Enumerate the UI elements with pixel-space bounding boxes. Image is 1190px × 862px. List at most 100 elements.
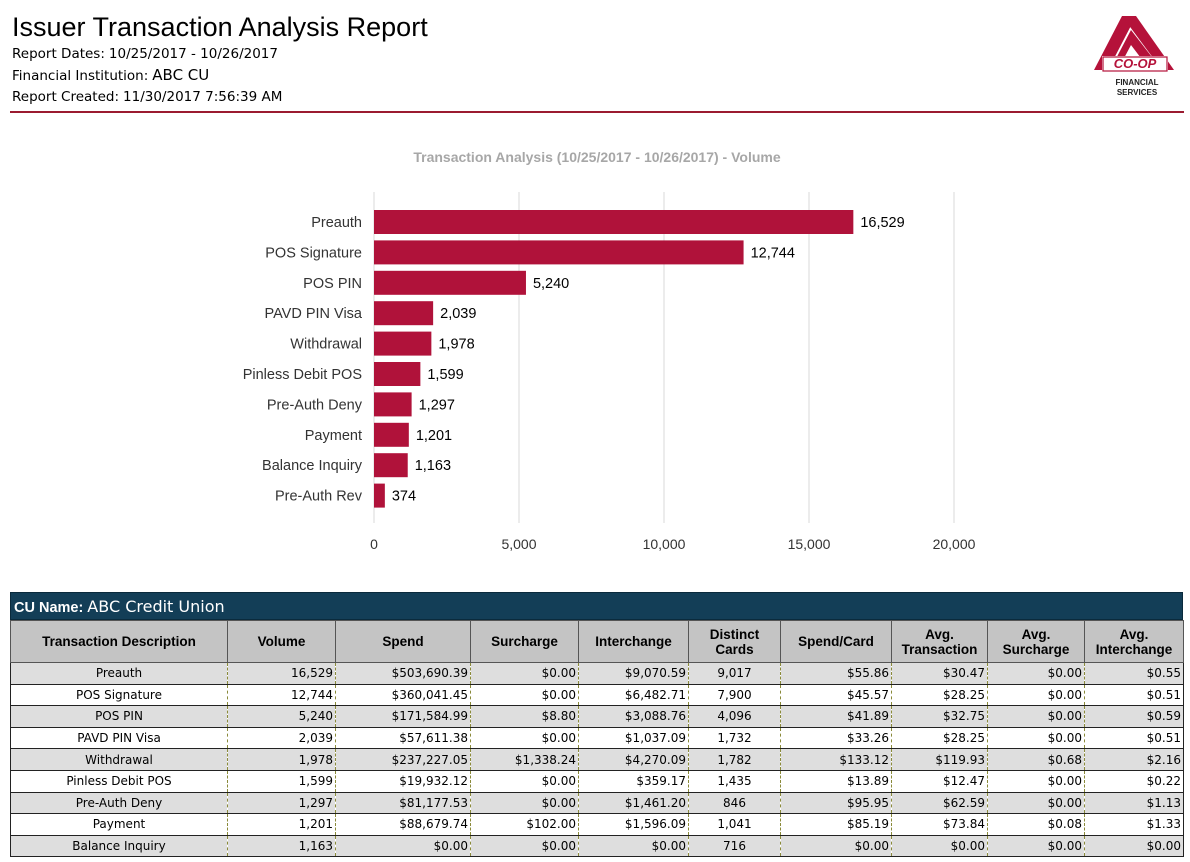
cell-volume: 12,744 xyxy=(227,684,336,707)
cell-spend-per-card: $45.57 xyxy=(780,684,892,707)
cell-spend: $19,932.12 xyxy=(335,770,471,793)
cell-avg-interchange: $1.13 xyxy=(1084,792,1184,815)
cell-avg-transaction: $0.00 xyxy=(891,835,988,858)
chart-axis: 0 5,000 10,000 15,000 20,000 Preauth POS Signa… xyxy=(243,215,976,552)
co-op-logo: CO-OP FINANCIAL SERVICES xyxy=(1094,16,1174,97)
transaction-table-panel: CU Name: ABC Credit Union Transaction Des… xyxy=(10,592,1184,858)
report-created-value: 11/30/2017 7:56:39 AM xyxy=(123,89,283,105)
cell-avg-transaction: $28.25 xyxy=(891,727,988,750)
cell-interchange: $359.17 xyxy=(578,770,689,793)
cell-distinct-cards: 846 xyxy=(688,792,781,815)
cell-description: Pre-Auth Deny xyxy=(10,792,228,815)
cell-distinct-cards: 7,900 xyxy=(688,684,781,707)
bar-value-label: 1,297 xyxy=(419,397,455,413)
col-header-avg-surcharge: Avg. Surcharge xyxy=(987,620,1085,663)
cell-spend: $171,584.99 xyxy=(335,705,471,728)
cell-spend: $360,041.45 xyxy=(335,684,471,707)
col-header-volume: Volume xyxy=(227,620,336,663)
cell-avg-transaction: $30.47 xyxy=(891,662,988,685)
table-body: Preauth 16,529 $503,690.39 $0.00 $9,070.59 9,… xyxy=(10,662,1184,858)
bar xyxy=(374,483,385,508)
x-tick-label: 5,000 xyxy=(501,536,536,552)
cell-interchange: $6,482.71 xyxy=(578,684,689,707)
bar xyxy=(374,392,412,417)
bar-category-label: POS Signature xyxy=(265,245,362,261)
col-header-avg-transaction: Avg. Transaction xyxy=(891,620,988,663)
col-header-spend: Spend xyxy=(335,620,471,663)
cell-spend: $81,177.53 xyxy=(335,792,471,815)
report-created-label: Report Created: xyxy=(12,89,120,105)
cell-avg-interchange: $0.59 xyxy=(1084,705,1184,728)
bar-value-label: 2,039 xyxy=(440,306,476,322)
cell-surcharge: $0.00 xyxy=(470,835,579,858)
cell-avg-interchange: $0.51 xyxy=(1084,727,1184,750)
cell-interchange: $4,270.09 xyxy=(578,748,689,771)
cell-distinct-cards: 716 xyxy=(688,835,781,858)
cell-surcharge: $0.00 xyxy=(470,770,579,793)
bar-value-label: 1,978 xyxy=(438,337,474,353)
cell-avg-surcharge: $0.00 xyxy=(987,835,1085,858)
cell-description: Payment xyxy=(10,813,228,836)
cell-avg-transaction: $119.93 xyxy=(891,748,988,771)
cell-avg-transaction: $73.84 xyxy=(891,813,988,836)
cell-spend-per-card: $133.12 xyxy=(780,748,892,771)
cell-distinct-cards: 4,096 xyxy=(688,705,781,728)
logo-text-coop: CO-OP xyxy=(1114,56,1157,71)
table-row: Preauth 16,529 $503,690.39 $0.00 $9,070.59 9,… xyxy=(10,662,1184,685)
co-op-logo-mark xyxy=(1094,16,1174,72)
cell-avg-transaction: $62.59 xyxy=(891,792,988,815)
report-dates-label: Report Dates: xyxy=(12,46,105,62)
bar-category-label: Payment xyxy=(305,428,362,444)
bar-value-label: 374 xyxy=(392,489,416,505)
table-row: Pinless Debit POS 1,599 $19,932.12 $0.00 $35… xyxy=(10,770,1184,793)
cell-spend-per-card: $55.86 xyxy=(780,662,892,685)
cell-volume: 16,529 xyxy=(227,662,336,685)
cell-volume: 1,599 xyxy=(227,770,336,793)
cu-name-bar: CU Name: ABC Credit Union xyxy=(10,592,1183,620)
x-tick-label: 20,000 xyxy=(933,536,976,552)
cell-description: PAVD PIN Visa xyxy=(10,727,228,750)
cell-avg-surcharge: $0.00 xyxy=(987,727,1085,750)
cell-avg-interchange: $0.55 xyxy=(1084,662,1184,685)
cell-spend: $503,690.39 xyxy=(335,662,471,685)
bar-value-label: 16,529 xyxy=(860,215,904,231)
cu-name-label: CU Name: xyxy=(14,600,84,616)
report-created: Report Created: 11/30/2017 7:56:39 AM xyxy=(12,87,428,108)
cell-avg-surcharge: $0.08 xyxy=(987,813,1085,836)
bar xyxy=(374,422,409,447)
cell-volume: 1,297 xyxy=(227,792,336,815)
col-header-surcharge: Surcharge xyxy=(470,620,579,663)
bar xyxy=(374,240,744,265)
cell-volume: 2,039 xyxy=(227,727,336,750)
cell-interchange: $9,070.59 xyxy=(578,662,689,685)
cell-interchange: $1,596.09 xyxy=(578,813,689,836)
col-header-interchange: Interchange xyxy=(578,620,689,663)
bar-category-label: Pinless Debit POS xyxy=(243,367,362,383)
bar xyxy=(374,270,526,295)
bar-category-label: Withdrawal xyxy=(290,337,362,353)
cell-description: POS Signature xyxy=(10,684,228,707)
bar-category-label: Pre-Auth Rev xyxy=(275,489,363,505)
cell-interchange: $1,461.20 xyxy=(578,792,689,815)
bar-category-label: Preauth xyxy=(311,215,362,231)
cell-avg-interchange: $0.22 xyxy=(1084,770,1184,793)
financial-institution: Financial Institution: ABC CU xyxy=(12,65,428,87)
cell-spend-per-card: $95.95 xyxy=(780,792,892,815)
x-tick-label: 0 xyxy=(370,536,378,552)
cell-description: Preauth xyxy=(10,662,228,685)
cell-volume: 5,240 xyxy=(227,705,336,728)
cell-surcharge: $102.00 xyxy=(470,813,579,836)
cell-spend-per-card: $0.00 xyxy=(780,835,892,858)
cell-distinct-cards: 9,017 xyxy=(688,662,781,685)
cell-distinct-cards: 1,732 xyxy=(688,727,781,750)
chart-bars: 16,529 12,744 5,240 2,039 1,978 1,599 1,297 1,2… xyxy=(374,210,905,508)
financial-institution-label: Financial Institution: xyxy=(12,68,149,84)
bar-category-label: POS PIN xyxy=(303,276,362,292)
logo-text-services: SERVICES xyxy=(1117,88,1158,97)
table-header-row: Transaction Description Volume Spend Sur… xyxy=(10,620,1184,663)
bar-value-label: 12,744 xyxy=(751,245,795,261)
report-title: Issuer Transaction Analysis Report xyxy=(12,12,428,42)
cell-avg-surcharge: $0.00 xyxy=(987,792,1085,815)
col-header-distinct-cards: Distinct Cards xyxy=(688,620,781,663)
cu-name-value: ABC Credit Union xyxy=(87,597,225,616)
